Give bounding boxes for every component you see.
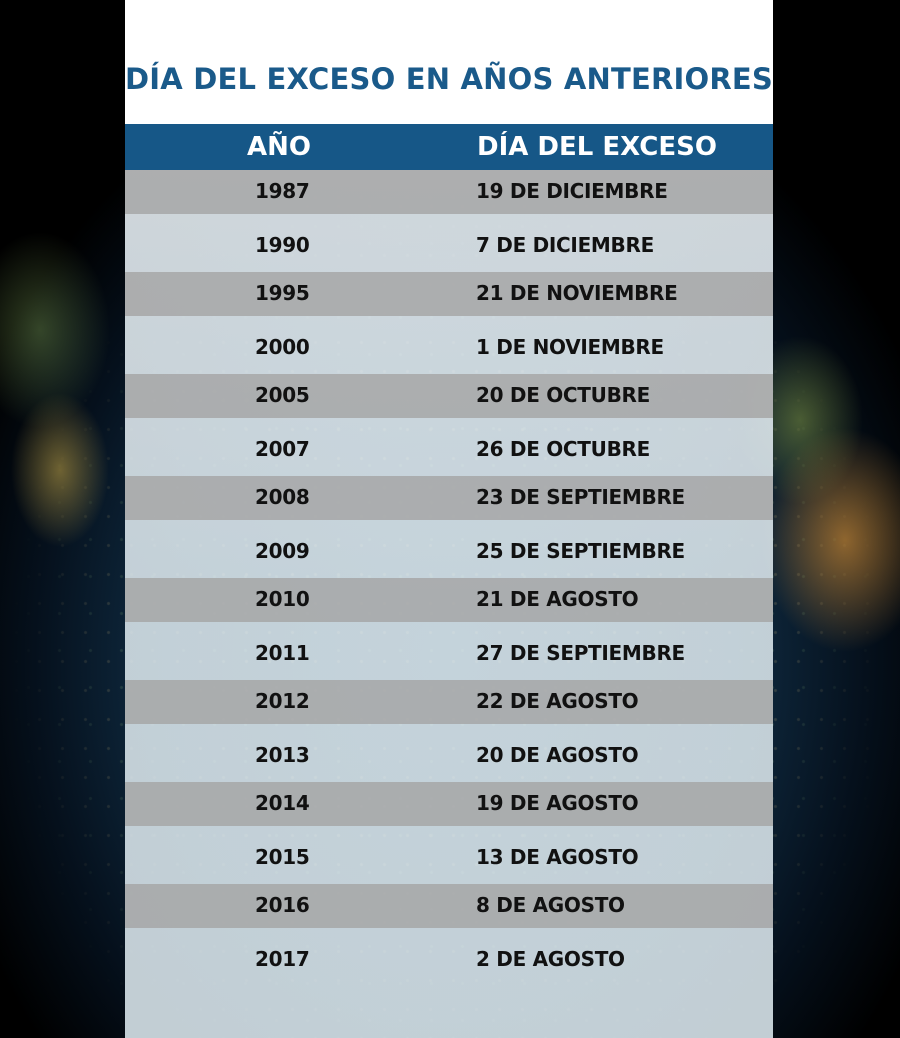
table-row: 2014 19 DE AGOSTO: [125, 782, 773, 826]
cell-day: 21 DE NOVIEMBRE: [476, 281, 678, 305]
table-row: 2013 20 DE AGOSTO: [125, 731, 773, 782]
header-overshoot-day: DÍA DEL EXCESO: [477, 132, 717, 162]
title-band: DÍA DEL EXCESO EN AÑOS ANTERIORES: [125, 0, 773, 124]
table-row: 1987 19 DE DICIEMBRE: [125, 170, 773, 214]
cell-year: 2007: [255, 437, 310, 461]
cell-day: 19 DE AGOSTO: [476, 791, 639, 815]
table-row: 2000 1 DE NOVIEMBRE: [125, 323, 773, 374]
cell-day: 8 DE AGOSTO: [476, 893, 625, 917]
cell-day: 20 DE AGOSTO: [476, 743, 639, 767]
cell-year: 2005: [255, 383, 310, 407]
cell-day: 1 DE NOVIEMBRE: [476, 335, 664, 359]
cell-year: 1987: [255, 179, 310, 203]
cell-day: 25 DE SEPTIEMBRE: [476, 539, 685, 563]
table-row: 2007 26 DE OCTUBRE: [125, 425, 773, 476]
cell-day: 2 DE AGOSTO: [476, 947, 625, 971]
cell-year: 2000: [255, 335, 310, 359]
cell-year: 2014: [255, 791, 310, 815]
cell-year: 2012: [255, 689, 310, 713]
page-title: DÍA DEL EXCESO EN AÑOS ANTERIORES: [125, 62, 773, 96]
header-year: AÑO: [247, 132, 311, 162]
table-row: 2010 21 DE AGOSTO: [125, 578, 773, 622]
cell-year: 1990: [255, 233, 310, 257]
table-row: 2016 8 DE AGOSTO: [125, 884, 773, 928]
table-body: 1987 19 DE DICIEMBRE 1990 7 DE DICIEMBRE…: [125, 170, 773, 986]
cell-day: 20 DE OCTUBRE: [476, 383, 650, 407]
cell-day: 7 DE DICIEMBRE: [476, 233, 654, 257]
table-row: 2008 23 DE SEPTIEMBRE: [125, 476, 773, 520]
table-header: AÑO DÍA DEL EXCESO: [125, 124, 773, 170]
cell-year: 1995: [255, 281, 310, 305]
cell-day: 13 DE AGOSTO: [476, 845, 639, 869]
cell-day: 27 DE SEPTIEMBRE: [476, 641, 685, 665]
table-row: 1990 7 DE DICIEMBRE: [125, 221, 773, 272]
cell-year: 2016: [255, 893, 310, 917]
table-panel: DÍA DEL EXCESO EN AÑOS ANTERIORES AÑO DÍ…: [125, 0, 773, 1038]
cell-day: 21 DE AGOSTO: [476, 587, 639, 611]
cell-year: 2008: [255, 485, 310, 509]
table-row: 2011 27 DE SEPTIEMBRE: [125, 629, 773, 680]
cell-day: 22 DE AGOSTO: [476, 689, 639, 713]
table-row: 2012 22 DE AGOSTO: [125, 680, 773, 724]
table-row: 1995 21 DE NOVIEMBRE: [125, 272, 773, 316]
cell-year: 2010: [255, 587, 310, 611]
cell-year: 2013: [255, 743, 310, 767]
cell-year: 2015: [255, 845, 310, 869]
cell-day: 19 DE DICIEMBRE: [476, 179, 668, 203]
table-row: 2009 25 DE SEPTIEMBRE: [125, 527, 773, 578]
cell-year: 2017: [255, 947, 310, 971]
cell-year: 2009: [255, 539, 310, 563]
cell-year: 2011: [255, 641, 310, 665]
cell-day: 23 DE SEPTIEMBRE: [476, 485, 685, 509]
cell-day: 26 DE OCTUBRE: [476, 437, 650, 461]
table-row: 2015 13 DE AGOSTO: [125, 833, 773, 884]
table-row: 2005 20 DE OCTUBRE: [125, 374, 773, 418]
table-row: 2017 2 DE AGOSTO: [125, 935, 773, 986]
